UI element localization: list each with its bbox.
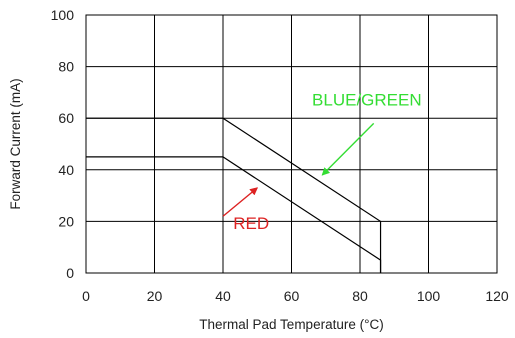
annotation-label-red: RED [233, 214, 269, 233]
x-axis-title: Thermal Pad Temperature (°C) [199, 317, 383, 332]
x-tick-label: 120 [485, 288, 509, 304]
plot-frame [85, 14, 498, 274]
y-tick-label: 20 [58, 213, 74, 229]
x-tick-label: 20 [147, 288, 163, 304]
y-tick-label: 0 [66, 265, 74, 281]
y-tick-label: 60 [58, 110, 74, 126]
x-tick-label: 60 [284, 288, 300, 304]
tick-labels: 0 20 40 60 80 100 120 0 20 40 60 80 100 [51, 7, 509, 304]
series-layer [86, 117, 382, 273]
x-tick-label: 100 [417, 288, 441, 304]
series-line-red [86, 156, 382, 273]
y-tick-label: 100 [51, 7, 75, 23]
annotation-label-blue-green: BLUE/GREEN [312, 90, 422, 109]
y-tick-label: 40 [58, 162, 74, 178]
grid [86, 15, 497, 273]
y-axis-title: Forward Current (mA) [8, 78, 23, 209]
annotation-arrow-blue-green [321, 122, 375, 176]
annotation-arrow-red [222, 187, 259, 217]
x-tick-label: 40 [215, 288, 231, 304]
y-tick-label: 80 [58, 59, 74, 75]
x-tick-label: 0 [82, 288, 90, 304]
series-line-blue-green [86, 117, 382, 273]
x-tick-label: 80 [352, 288, 368, 304]
annotations: BLUE/GREEN RED [222, 90, 422, 233]
